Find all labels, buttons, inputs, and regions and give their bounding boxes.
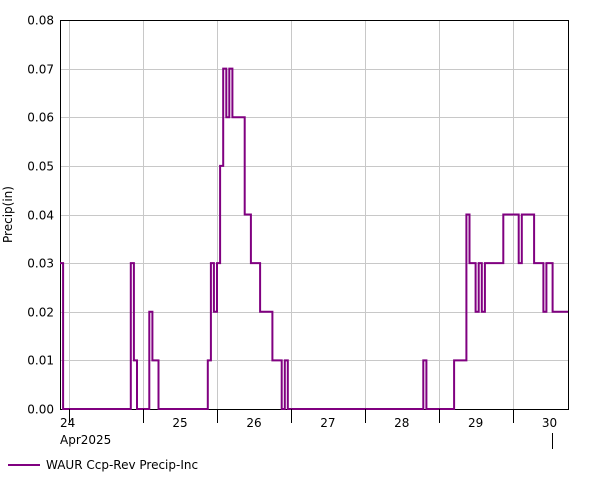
series-layer (60, 67, 568, 410)
y-tick-label: 0.04 (27, 209, 54, 223)
y-tick-label: 0.03 (27, 257, 54, 271)
x-tick-label: 28 (394, 416, 409, 430)
x-tick-label: 26 (246, 416, 261, 430)
legend: WAUR Ccp-Rev Precip-Inc (8, 456, 198, 474)
y-tick-label: 0.08 (27, 14, 54, 28)
y-tick-label: 0.05 (27, 160, 54, 174)
x-tick-label: 24 (60, 416, 75, 430)
x-axis-month-label: Apr2025 (60, 433, 111, 447)
x-tick-label: 29 (468, 416, 483, 430)
y-tick-label: 0.00 (27, 403, 54, 417)
x-axis-ticks: 24 25 26 27 28 29 30 (60, 409, 557, 449)
y-axis-label: Precip(in) (1, 186, 15, 243)
y-axis-ticks: 0.00 0.01 0.02 0.03 0.04 0.05 0.06 0.07 0.08 (27, 14, 54, 417)
plot-area (60, 20, 568, 409)
y-tick-label: 0.06 (27, 111, 54, 125)
precip-chart: 0.000.010.020.030.040.050.060.070.08 24 2… (1, 14, 569, 449)
series-line (60, 67, 568, 410)
y-tick-label: 0.02 (27, 306, 54, 320)
legend-swatch (8, 464, 40, 466)
y-tick-label: 0.07 (27, 63, 54, 77)
x-tick-label: 27 (320, 416, 335, 430)
y-tick-label: 0.01 (27, 354, 54, 368)
legend-label: WAUR Ccp-Rev Precip-Inc (46, 458, 199, 472)
x-tick-label: 30 (542, 416, 557, 430)
x-tick-label: 25 (172, 416, 187, 430)
